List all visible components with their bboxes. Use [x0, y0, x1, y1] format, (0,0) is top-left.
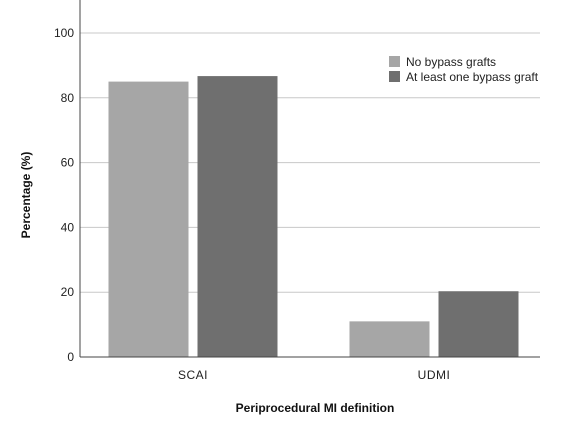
bars [108, 76, 519, 357]
y-tick-label: 20 [61, 285, 75, 299]
axes [79, 0, 540, 358]
bar-udmi-series-1 [349, 321, 430, 357]
y-tick-label: 100 [54, 26, 74, 40]
x-tick-label: UDMI [418, 368, 451, 382]
y-tick-labels: 0 20 40 60 80 100 [54, 26, 74, 364]
legend-label: At least one bypass graft [406, 70, 539, 84]
bar-scai-series-1 [108, 81, 189, 357]
x-tick-label: SCAI [178, 368, 208, 382]
y-tick-label: 80 [61, 91, 75, 105]
y-tick-label: 40 [61, 220, 75, 234]
bar-scai-series-2 [197, 76, 278, 357]
legend-swatch [389, 71, 400, 82]
y-axis-title: Percentage (%) [19, 152, 33, 239]
y-tick-label: 0 [67, 350, 74, 364]
x-axis-title: Periprocedural MI definition [236, 401, 395, 415]
legend-label: No bypass grafts [406, 55, 496, 69]
y-tick-label: 60 [61, 156, 75, 170]
x-tick-labels: SCAI UDMI [178, 368, 450, 382]
legend-swatch [389, 56, 400, 67]
bar-udmi-series-2 [438, 291, 519, 357]
